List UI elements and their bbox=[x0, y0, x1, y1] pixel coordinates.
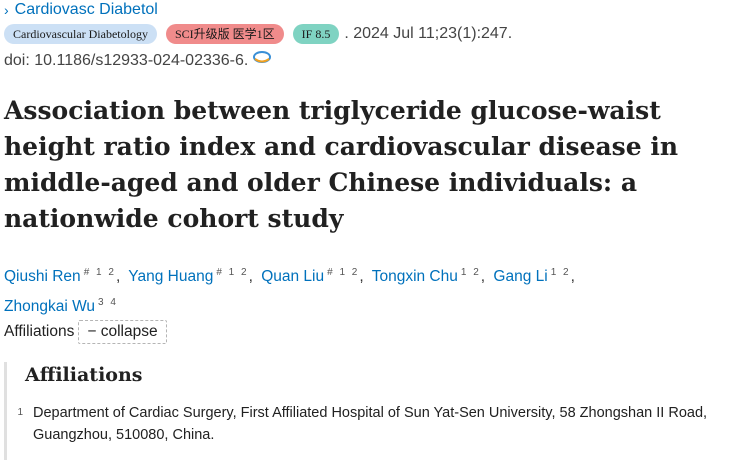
affiliation-text: Department of Cardiac Surgery, First Aff… bbox=[33, 405, 708, 443]
author-link[interactable]: Tongxin Chu bbox=[371, 268, 458, 285]
author-link[interactable]: Yang Huang bbox=[128, 268, 214, 285]
affiliations-heading: Affiliations bbox=[25, 364, 143, 386]
affiliations-panel: Affiliations 1 Department of Cardiac Sur… bbox=[4, 362, 741, 460]
author-item: Gang Li 1 2, bbox=[493, 267, 579, 285]
author-list: Qiushi Ren # 1 2, Yang Huang # 1 2, Quan L… bbox=[4, 260, 739, 320]
author-item: Yang Huang # 1 2, bbox=[128, 267, 257, 285]
separator: , bbox=[570, 268, 575, 285]
author-affiliation-refs[interactable]: # 1 2 bbox=[216, 267, 249, 278]
separator: , bbox=[248, 268, 253, 285]
article-title: Association between triglyceride glucose… bbox=[4, 96, 679, 233]
author-affiliation-refs[interactable]: 1 2 bbox=[460, 267, 481, 278]
author-affiliation-refs[interactable]: # 1 2 bbox=[327, 267, 360, 278]
journal-row: › Cardiovasc Diabetol bbox=[4, 1, 158, 19]
author-link[interactable]: Quan Liu bbox=[261, 268, 325, 285]
author-link[interactable]: Qiushi Ren bbox=[4, 268, 81, 285]
sci-badge[interactable]: SCI升级版 医学1区 bbox=[165, 24, 284, 44]
impact-factor-badge[interactable]: IF 8.5 bbox=[292, 24, 340, 44]
separator: , bbox=[115, 268, 121, 285]
publication-date: . 2024 Jul 11;23(1):247. bbox=[344, 25, 513, 42]
author-item: Zhongkai Wu 3 4 bbox=[4, 297, 118, 315]
separator: , bbox=[480, 268, 486, 285]
affiliations-label: Affiliations bbox=[4, 323, 75, 340]
doi-row: doi: 10.1186/s12933-024-02336-6. bbox=[4, 50, 272, 70]
affiliation-item: 1 Department of Cardiac Surgery, First A… bbox=[17, 402, 741, 446]
author-item: Qiushi Ren # 1 2, bbox=[4, 267, 124, 285]
author-link[interactable]: Zhongkai Wu bbox=[4, 298, 96, 315]
author-affiliation-refs[interactable]: # 1 2 bbox=[83, 267, 116, 278]
author-item: Quan Liu # 1 2, bbox=[261, 267, 367, 285]
affiliations-toggle-row: Affiliations − collapse bbox=[4, 320, 167, 344]
author-link[interactable]: Gang Li bbox=[493, 268, 548, 285]
affiliation-number: 1 bbox=[17, 407, 23, 418]
doi-link-icon[interactable] bbox=[252, 50, 272, 64]
journal-link[interactable]: › Cardiovasc Diabetol bbox=[4, 1, 158, 19]
badge-row: Cardiovascular Diabetology SCI升级版 医学1区 I… bbox=[4, 24, 512, 44]
author-item: Tongxin Chu 1 2, bbox=[371, 267, 489, 285]
author-affiliation-refs[interactable]: 1 2 bbox=[550, 267, 571, 278]
doi-text: doi: 10.1186/s12933-024-02336-6. bbox=[4, 52, 249, 69]
journal-name: Cardiovasc Diabetol bbox=[14, 1, 158, 18]
separator: , bbox=[359, 268, 364, 285]
chevron-right-icon: › bbox=[4, 2, 9, 18]
journal-badge[interactable]: Cardiovascular Diabetology bbox=[4, 24, 157, 44]
author-affiliation-refs[interactable]: 3 4 bbox=[98, 297, 118, 308]
collapse-button[interactable]: − collapse bbox=[78, 320, 167, 344]
